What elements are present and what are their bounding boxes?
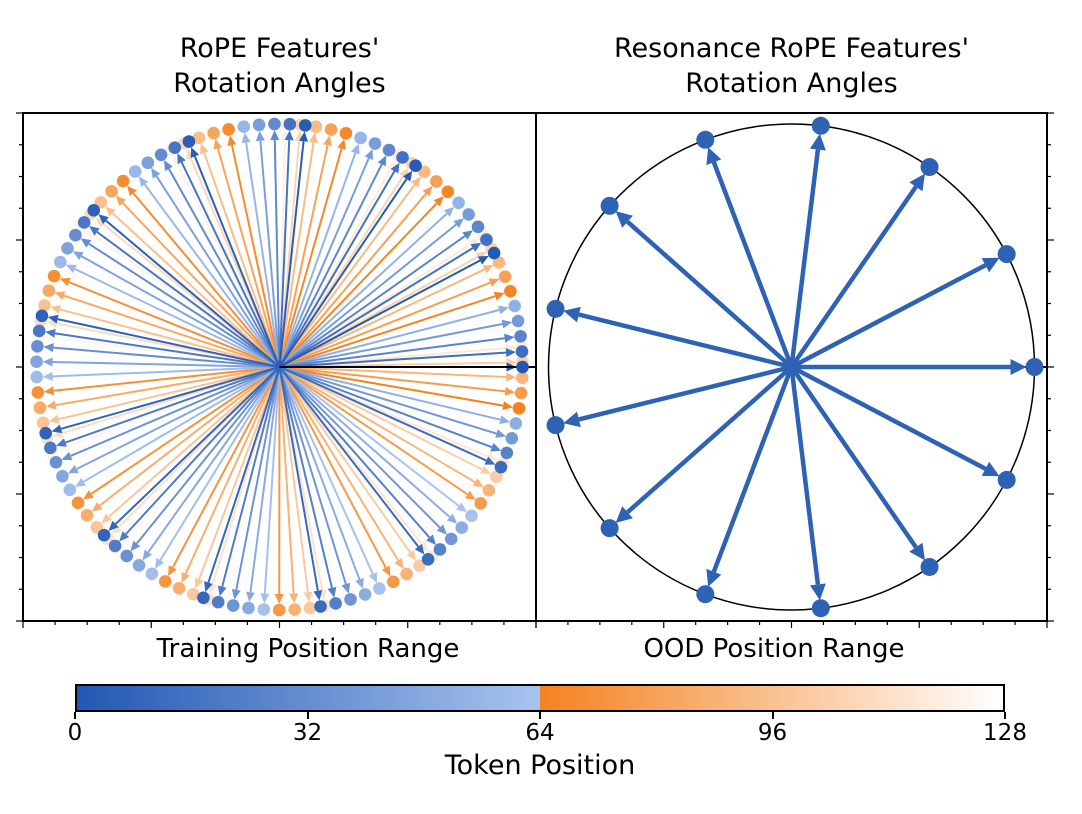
right-chart-title: Resonance RoPE Features' Rotation Angles bbox=[535, 32, 1048, 101]
title-line: Rotation Angles bbox=[685, 67, 898, 99]
colorbar-tick-label: 0 bbox=[67, 720, 83, 746]
title-line: Resonance RoPE Features' bbox=[613, 33, 970, 64]
colorbar-gradient bbox=[75, 684, 1005, 712]
train-position-arrows bbox=[42, 130, 517, 604]
colorbar-tick-label: 128 bbox=[983, 720, 1027, 746]
panel-frame bbox=[535, 112, 1048, 622]
colorbar-tick bbox=[306, 712, 309, 719]
ood-range-label: OOD Position Range bbox=[643, 634, 905, 664]
rope-rotation-chart bbox=[16, 112, 537, 628]
training-range-label: Training Position Range bbox=[156, 634, 460, 664]
colorbar-tick-label: 64 bbox=[525, 720, 555, 746]
colorbar-tick bbox=[771, 712, 774, 719]
colorbar-ticks: 0 32 64 96 128 bbox=[68, 712, 1027, 754]
axis-ticks bbox=[535, 112, 1054, 628]
colorbar-tick-label: 32 bbox=[292, 720, 323, 746]
left-chart-title: RoPE Features' Rotation Angles bbox=[22, 32, 537, 101]
colorbar-tick-label: 96 bbox=[757, 720, 788, 746]
title-line: RoPE Features' bbox=[179, 33, 380, 64]
title-line: Rotation Angles bbox=[173, 67, 386, 99]
resonance-arrows bbox=[546, 116, 1044, 618]
colorbar-axis-label: Token Position bbox=[444, 750, 636, 781]
colorbar-tick bbox=[74, 712, 76, 719]
colorbar-tick bbox=[1004, 712, 1006, 719]
resonance-rope-rotation-chart bbox=[535, 112, 1054, 628]
token-position-dots bbox=[30, 117, 529, 617]
colorbar-tick bbox=[539, 712, 541, 719]
